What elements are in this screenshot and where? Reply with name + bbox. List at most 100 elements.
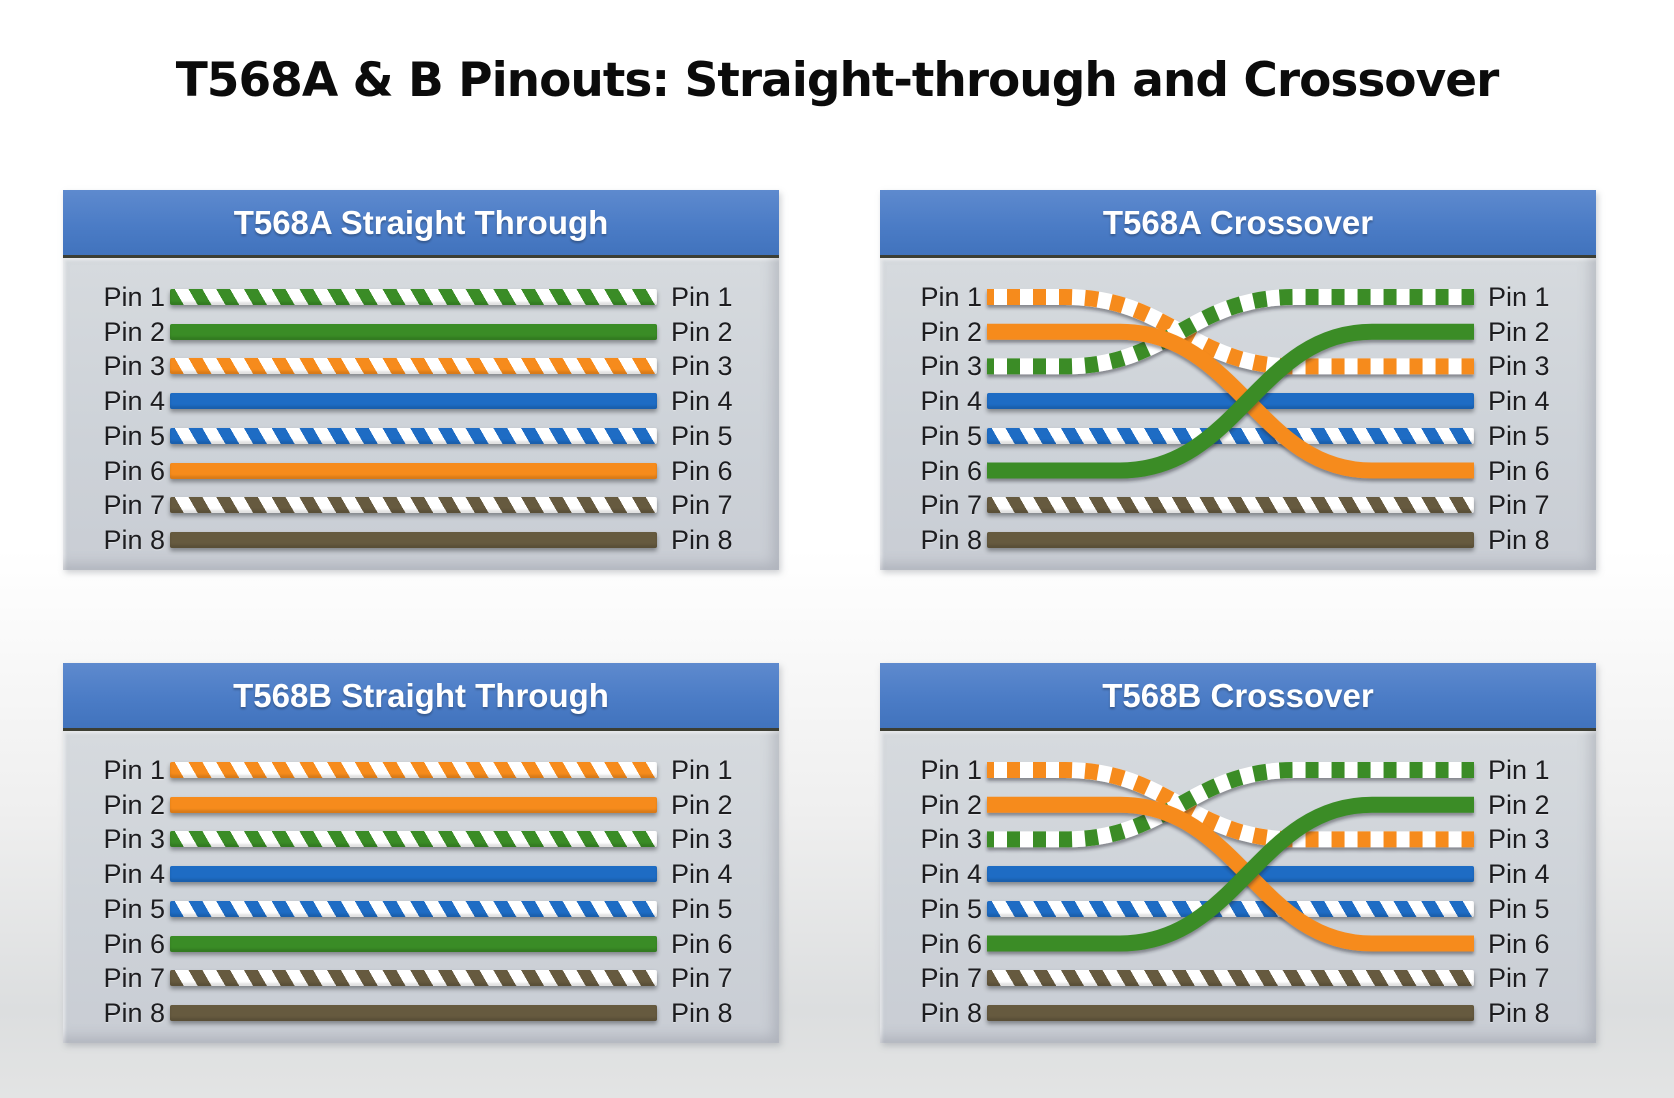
pin-label-left-6: Pin 6: [103, 455, 165, 486]
pin-label-right-8: Pin 8: [1488, 997, 1550, 1028]
pin-label-right-3: Pin 3: [1488, 824, 1550, 855]
pin-label-right-4: Pin 4: [1488, 859, 1550, 890]
pin-label-right-4: Pin 4: [1488, 386, 1550, 417]
pin-label-left-7: Pin 7: [103, 490, 165, 521]
pin-label-right-7: Pin 7: [1488, 490, 1550, 521]
pin-label-right-8: Pin 8: [671, 524, 733, 555]
pin-label-right-3: Pin 3: [671, 351, 733, 382]
panel-header-t568b-straight: T568B Straight Through: [63, 663, 779, 731]
pin-label-right-8: Pin 8: [1488, 524, 1550, 555]
pin-label-right-3: Pin 3: [671, 824, 733, 855]
pin-label-right-7: Pin 7: [1488, 963, 1550, 994]
pin-label-left-3: Pin 3: [103, 351, 165, 382]
pin-label-left-5: Pin 5: [103, 420, 165, 451]
wire-pin1-to-pin1-striped-green: [170, 289, 657, 305]
wire-pin4-to-pin4-solid-blue: [170, 866, 657, 883]
pin-label-left-8: Pin 8: [920, 524, 982, 555]
pin-label-right-6: Pin 6: [671, 928, 733, 959]
panel-title: T568A Crossover: [1102, 203, 1374, 241]
panel-title: T568A Straight Through: [233, 203, 609, 241]
wire-pin7-to-pin7-striped-brown: [987, 970, 1474, 987]
pin-label-right-6: Pin 6: [671, 455, 733, 486]
pin-label-left-8: Pin 8: [920, 997, 982, 1028]
wire-pin5-to-pin5-striped-blue: [987, 900, 1474, 917]
wire-pin1-to-pin1-striped-orange: [170, 762, 657, 778]
wire-pin5-to-pin5-striped-blue: [170, 427, 657, 444]
wire-pin4-to-pin4-solid-blue: [987, 866, 1474, 883]
pin-label-left-3: Pin 3: [103, 824, 165, 855]
panel-title: T568B Crossover: [1102, 676, 1374, 714]
panel-body: Pin 1 Pin 1 Pin 2 Pin 2 Pin 3 Pin 3 Pin 4 Pin 4…: [63, 731, 779, 1043]
wire-pin8-to-pin8-solid-brown: [170, 1004, 657, 1021]
panel-header-t568a-straight: T568A Straight Through: [63, 190, 779, 258]
wire-pin7-to-pin7-striped-brown: [987, 497, 1474, 514]
pin-label-left-8: Pin 8: [103, 524, 165, 555]
wire-pin2-to-pin2-solid-green: [170, 323, 657, 340]
pin-label-left-6: Pin 6: [920, 455, 982, 486]
pin-label-left-7: Pin 7: [920, 490, 982, 521]
pin-label-left-2: Pin 2: [920, 789, 982, 820]
pin-label-right-5: Pin 5: [671, 893, 733, 924]
panel-body: Pin 1 Pin 1 Pin 2 Pin 2 Pin 3 Pin 3 Pin 4 Pin 4…: [63, 258, 779, 570]
wire-pin4-to-pin4-solid-blue: [987, 393, 1474, 410]
pin-label-left-2: Pin 2: [103, 316, 165, 347]
pin-label-left-1: Pin 1: [920, 755, 982, 785]
pin-label-left-1: Pin 1: [920, 282, 982, 312]
wire-pin8-to-pin8-solid-brown: [987, 531, 1474, 548]
wire-pin5-to-pin5-striped-blue: [170, 900, 657, 917]
wire-pin3-to-pin3-striped-green: [170, 831, 657, 848]
pin-label-left-2: Pin 2: [920, 316, 982, 347]
panel-title: T568B Straight Through: [233, 676, 609, 714]
wire-pin1-to-pin3-striped-orange: [987, 289, 1474, 375]
pin-label-left-4: Pin 4: [920, 859, 982, 890]
pin-label-right-6: Pin 6: [1488, 455, 1550, 486]
pin-label-left-5: Pin 5: [920, 420, 982, 451]
wire-pin7-to-pin7-striped-brown: [170, 970, 657, 987]
pin-label-right-4: Pin 4: [671, 859, 733, 890]
panel-body: Pin 1 Pin 1 Pin 2 Pin 2 Pin 3 Pin 3 Pin 4 Pin 4…: [880, 731, 1596, 1043]
pin-label-right-2: Pin 2: [1488, 789, 1550, 820]
pin-label-left-4: Pin 4: [103, 386, 165, 417]
pin-label-left-3: Pin 3: [920, 351, 982, 382]
panel-header-t568b-crossover: T568B Crossover: [880, 663, 1596, 731]
wire-pin1-to-pin3-striped-orange: [987, 762, 1474, 848]
wire-pin3-to-pin1-striped-green: [987, 289, 1474, 375]
pin-label-right-5: Pin 5: [671, 420, 733, 451]
panel-t568b-straight: T568B Straight Through Pin 1 Pin 1 Pin 2 Pin…: [63, 663, 779, 1043]
wire-pin8-to-pin8-solid-brown: [170, 531, 657, 548]
pin-label-left-5: Pin 5: [103, 893, 165, 924]
wire-pin5-to-pin5-striped-blue: [987, 427, 1474, 444]
pin-label-right-6: Pin 6: [1488, 928, 1550, 959]
pin-label-right-5: Pin 5: [1488, 893, 1550, 924]
pin-label-right-7: Pin 7: [671, 963, 733, 994]
panel-t568a-crossover: T568A Crossover Pin 1 Pin 1 Pin 2 Pin 2 Pin 3…: [880, 190, 1596, 570]
wire-pin7-to-pin7-striped-brown: [170, 497, 657, 514]
pin-label-right-4: Pin 4: [671, 386, 733, 417]
pin-label-right-1: Pin 1: [1488, 282, 1550, 312]
wire-pin6-to-pin6-solid-orange: [170, 462, 657, 479]
pin-label-left-3: Pin 3: [920, 824, 982, 855]
pin-label-right-1: Pin 1: [671, 755, 733, 785]
pin-label-left-4: Pin 4: [920, 386, 982, 417]
pin-label-left-6: Pin 6: [103, 928, 165, 959]
pin-label-left-1: Pin 1: [103, 282, 165, 312]
wire-pin8-to-pin8-solid-brown: [987, 1004, 1474, 1021]
pin-label-right-8: Pin 8: [671, 997, 733, 1028]
pin-label-right-1: Pin 1: [671, 282, 733, 312]
pin-label-left-2: Pin 2: [103, 789, 165, 820]
pin-label-left-8: Pin 8: [103, 997, 165, 1028]
pin-label-left-5: Pin 5: [920, 893, 982, 924]
page-title: T568A & B Pinouts: Straight-through and …: [175, 53, 1500, 109]
wire-pin3-to-pin3-striped-orange: [170, 358, 657, 375]
pin-label-left-6: Pin 6: [920, 928, 982, 959]
pin-label-right-5: Pin 5: [1488, 420, 1550, 451]
pin-label-right-1: Pin 1: [1488, 755, 1550, 785]
wire-pin6-to-pin6-solid-green: [170, 935, 657, 952]
wire-pin2-to-pin2-solid-orange: [170, 796, 657, 813]
pin-label-right-2: Pin 2: [671, 316, 733, 347]
pin-label-right-2: Pin 2: [1488, 316, 1550, 347]
pin-label-left-7: Pin 7: [920, 963, 982, 994]
pin-label-right-3: Pin 3: [1488, 351, 1550, 382]
pin-label-left-7: Pin 7: [103, 963, 165, 994]
